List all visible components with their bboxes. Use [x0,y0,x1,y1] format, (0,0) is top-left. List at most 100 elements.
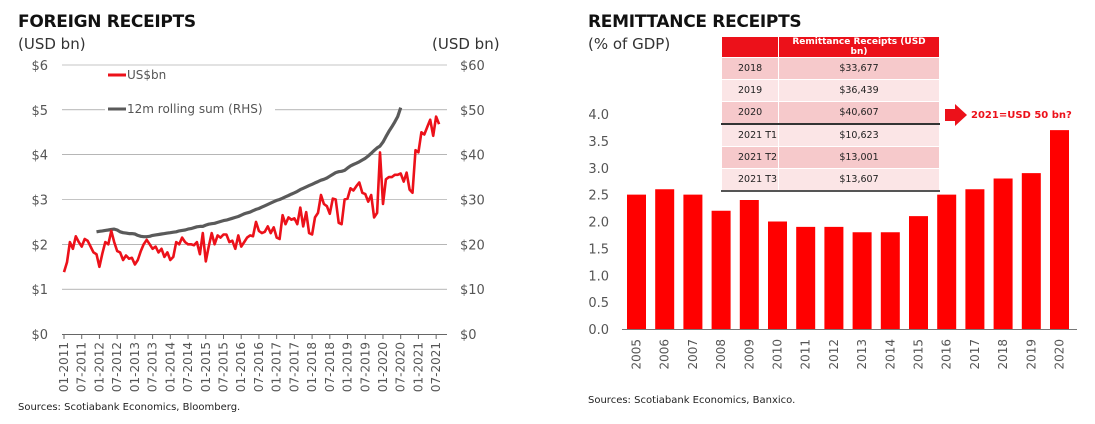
table-cell-value: $36,439 [778,79,940,102]
y2-tick-label: $40 [460,149,485,164]
y-tick-label: 1.5 [588,242,609,257]
table-cell-value: $40,607 [778,101,940,125]
table-cell-value: $10,623 [778,123,940,147]
x-tick-label: 2020 [1053,339,1067,370]
bar-2014 [880,232,900,329]
y2-tick-label: $50 [460,104,485,119]
x-tick-label: 01-2017 [270,342,284,392]
left-source-note: Sources: Scotiabank Economics, Bloomberg… [18,402,241,413]
bar-2007 [683,194,703,329]
remittance-table: Remittance Receipts (USD bn) 2018 $33,677… [721,36,940,192]
x-tick-label: 2012 [827,339,841,370]
x-tick-label: 2013 [855,339,869,370]
x-tick-label: 2015 [912,339,926,370]
table-header-year [721,36,779,58]
table-row: 2021 T2 $13,001 [721,146,940,169]
remittance-receipts-chart: 0.0 0.5 1.0 1.5 2.0 2.5 3.0 3.5 4.0 2005 2006 2007… [588,108,1077,370]
x-tick-label: 2008 [714,339,728,370]
bar-2005 [627,194,646,329]
legend-label-usbn: US$bn [127,68,166,82]
y-tick-label: $1 [31,283,48,298]
table-row: 2018 $33,677 [721,57,940,80]
table-cell-period: 2021 T2 [721,146,779,169]
x-tick-label: 07-2014 [181,342,195,392]
y2-tick-label: $30 [460,194,485,209]
y-tick-label: 4.0 [588,108,609,123]
table-cell-value: $13,607 [778,168,940,192]
bar-2009 [739,200,759,329]
x-tick-label: 2017 [968,339,982,370]
x-axis: 01-2011 07-2011 01-2012 07-2012 01-2013 07-20… [57,334,447,392]
bar-2017 [965,189,985,329]
bar-2015 [909,216,928,329]
table-cell-period: 2019 [721,79,779,102]
table-header-row: Remittance Receipts (USD bn) [721,36,940,58]
bar-2011 [796,226,816,329]
y2-tick-label: $0 [460,328,477,343]
x-tick-label: 01-2016 [234,342,248,392]
forecast-annotation: 2021=USD 50 bn? [945,104,1072,126]
x-tick-label: 2009 [742,339,756,370]
x-tick-label: 01-2015 [199,342,213,392]
annotation-text: 2021=USD 50 bn? [971,109,1072,121]
table-cell-period: 2020 [721,101,779,125]
bar-2012 [824,226,844,329]
x-tick-label: 2011 [799,339,813,370]
x-tick-label: 01-2013 [128,342,142,392]
x-tick-label: 07-2012 [110,342,124,392]
y-tick-label: 1.0 [588,269,609,284]
x-tick-label: 01-2012 [92,342,106,392]
x-tick-label: 2006 [658,339,672,370]
left-chart-title: FOREIGN RECEIPTS [18,12,196,32]
left-y-axis: $0 $1 $2 $3 $4 $5 $6 [31,59,48,343]
x-tick-label: 01-2014 [163,342,177,392]
left-axis-unit: (USD bn) [18,35,86,53]
y-axis: 0.0 0.5 1.0 1.5 2.0 2.5 3.0 3.5 4.0 [588,108,609,338]
x-tick-label: 07-2020 [394,342,408,392]
x-tick-label: 2018 [996,339,1010,370]
bar-2013 [852,232,872,329]
y-tick-label: 2.5 [588,189,609,204]
y2-tick-label: $20 [460,238,485,253]
bar-2020 [1050,130,1069,329]
x-tick-label: 07-2021 [429,342,443,392]
table-row: 2021 T3 $13,607 [721,168,940,192]
x-tick-label: 07-2018 [323,342,337,392]
x-axis: 2005 2006 2007 2008 2009 2010 2011 2012 2013 2014… [622,329,1077,370]
series-group [62,107,441,273]
foreign-receipts-chart: $0 $1 $2 $3 $4 $5 $6 $0 $10 $20 $30 $40 $50 $60 01-2… [31,59,485,392]
x-tick-label: 07-2016 [252,342,266,392]
y-tick-label: 3.0 [588,162,609,177]
x-tick-label: 01-2011 [57,342,71,392]
table-row: 2021 T1 $10,623 [721,123,940,147]
y2-tick-label: $60 [460,59,485,74]
y-tick-label: 0.0 [588,323,609,338]
bar-2006 [655,189,675,329]
bars [627,130,1069,329]
series-line-usbn [62,115,441,273]
legend-label-rolling: 12m rolling sum (RHS) [127,102,263,116]
x-tick-label: 2014 [883,339,897,370]
table-cell-period: 2021 T3 [721,168,779,192]
x-tick-label: 07-2019 [358,342,372,392]
table-row: 2020 $40,607 [721,101,940,125]
x-tick-label: 01-2019 [341,342,355,392]
right-y-axis: $0 $10 $20 $30 $40 $50 $60 [460,59,485,343]
table-header-value: Remittance Receipts (USD bn) [778,36,940,58]
x-tick-label: 2005 [630,339,644,370]
y-tick-label: $3 [31,194,48,209]
x-tick-label: 01-2018 [305,342,319,392]
x-tick-label: 2010 [771,339,785,370]
table-cell-period: 2018 [721,57,779,80]
bar-2010 [768,221,787,329]
bar-2008 [711,210,731,329]
right-chart-title: REMITTANCE RECEIPTS [588,12,802,32]
table-cell-value: $13,001 [778,146,940,169]
y-tick-label: $5 [31,104,48,119]
x-tick-label: 01-2021 [411,342,425,392]
y2-tick-label: $10 [460,283,485,298]
y-tick-label: 3.5 [588,135,609,150]
y-tick-label: $4 [31,149,48,164]
y-tick-label: 2.0 [588,216,609,231]
right-chart-unit: (% of GDP) [588,35,671,53]
